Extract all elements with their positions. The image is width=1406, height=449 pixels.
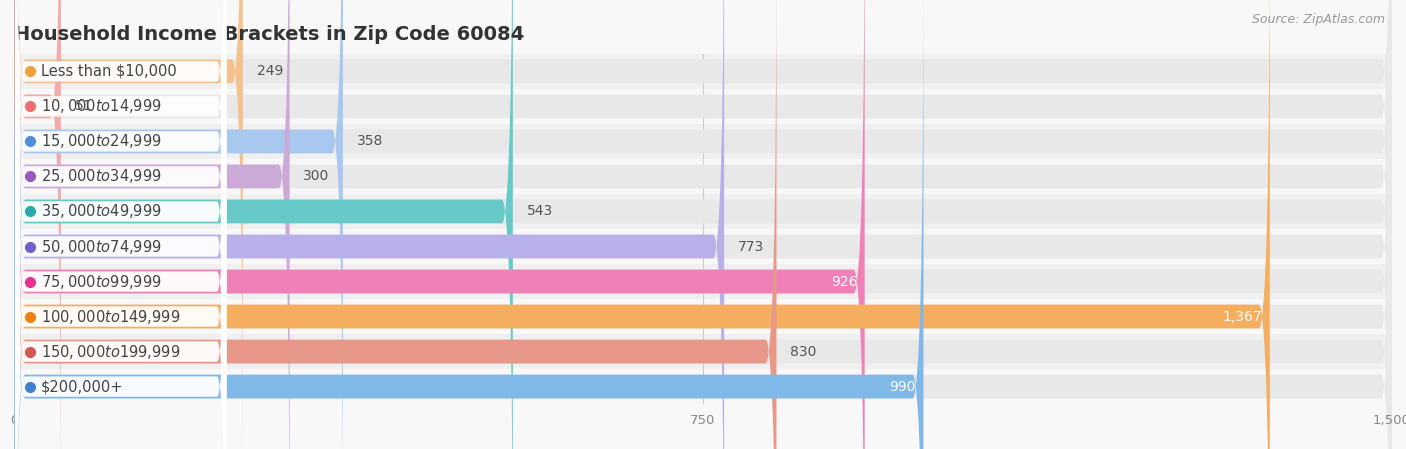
FancyBboxPatch shape [15, 0, 226, 449]
Text: $25,000 to $34,999: $25,000 to $34,999 [41, 167, 162, 185]
Text: $150,000 to $199,999: $150,000 to $199,999 [41, 343, 180, 361]
FancyBboxPatch shape [14, 0, 1392, 449]
FancyBboxPatch shape [14, 0, 1392, 449]
Text: 543: 543 [527, 204, 553, 219]
FancyBboxPatch shape [14, 0, 1392, 449]
Bar [14, 194, 1392, 229]
FancyBboxPatch shape [15, 0, 226, 449]
FancyBboxPatch shape [14, 0, 343, 449]
Bar [14, 159, 1392, 194]
Text: 830: 830 [790, 344, 817, 359]
FancyBboxPatch shape [15, 0, 226, 446]
FancyBboxPatch shape [14, 0, 865, 449]
Text: $35,000 to $49,999: $35,000 to $49,999 [41, 202, 162, 220]
Text: 990: 990 [890, 379, 917, 394]
Text: $75,000 to $99,999: $75,000 to $99,999 [41, 273, 162, 291]
Text: 300: 300 [304, 169, 329, 184]
FancyBboxPatch shape [14, 0, 1392, 449]
Text: $10,000 to $14,999: $10,000 to $14,999 [41, 97, 162, 115]
FancyBboxPatch shape [14, 0, 513, 449]
FancyBboxPatch shape [15, 12, 226, 449]
FancyBboxPatch shape [15, 47, 226, 449]
FancyBboxPatch shape [15, 0, 226, 449]
FancyBboxPatch shape [14, 0, 1392, 449]
Bar [14, 299, 1392, 334]
Bar [14, 89, 1392, 124]
Text: 51: 51 [75, 99, 93, 114]
Bar [14, 124, 1392, 159]
Text: 1,367: 1,367 [1223, 309, 1263, 324]
FancyBboxPatch shape [15, 0, 226, 449]
FancyBboxPatch shape [14, 0, 1392, 449]
Text: 358: 358 [357, 134, 382, 149]
FancyBboxPatch shape [14, 0, 60, 449]
Bar [14, 264, 1392, 299]
Bar [14, 229, 1392, 264]
Text: $100,000 to $149,999: $100,000 to $149,999 [41, 308, 180, 326]
Bar [14, 369, 1392, 404]
FancyBboxPatch shape [15, 0, 226, 449]
Bar [14, 54, 1392, 89]
Text: $200,000+: $200,000+ [41, 379, 124, 394]
FancyBboxPatch shape [14, 0, 1392, 449]
FancyBboxPatch shape [14, 0, 1392, 449]
Text: Source: ZipAtlas.com: Source: ZipAtlas.com [1251, 13, 1385, 26]
FancyBboxPatch shape [14, 0, 1392, 449]
Text: $50,000 to $74,999: $50,000 to $74,999 [41, 238, 162, 255]
FancyBboxPatch shape [14, 0, 924, 449]
FancyBboxPatch shape [14, 0, 1392, 449]
FancyBboxPatch shape [14, 0, 243, 449]
Text: 773: 773 [738, 239, 763, 254]
Text: Less than $10,000: Less than $10,000 [41, 64, 176, 79]
Text: 249: 249 [256, 64, 283, 79]
FancyBboxPatch shape [14, 0, 724, 449]
Text: 926: 926 [831, 274, 858, 289]
Text: Household Income Brackets in Zip Code 60084: Household Income Brackets in Zip Code 60… [14, 25, 524, 44]
FancyBboxPatch shape [14, 0, 776, 449]
FancyBboxPatch shape [14, 0, 290, 449]
Bar [14, 334, 1392, 369]
FancyBboxPatch shape [15, 0, 226, 449]
FancyBboxPatch shape [14, 0, 1270, 449]
Text: $15,000 to $24,999: $15,000 to $24,999 [41, 132, 162, 150]
FancyBboxPatch shape [15, 0, 226, 411]
